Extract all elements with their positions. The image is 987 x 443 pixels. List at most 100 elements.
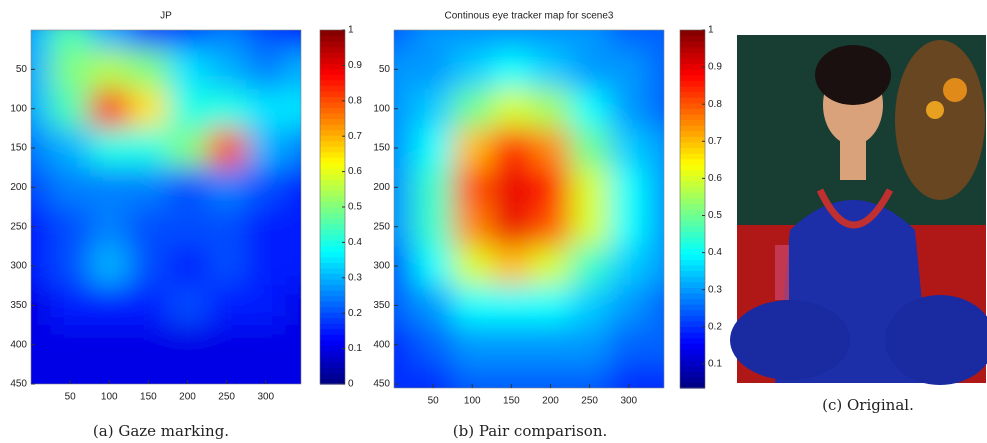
y-tick-label: 100 — [373, 103, 390, 114]
colorbar-band — [320, 323, 345, 330]
heatmap-cell — [246, 246, 287, 287]
heatmap-cell — [491, 285, 532, 327]
heatmap-cells — [394, 30, 664, 388]
heatmap-cell — [128, 30, 169, 51]
heatmap-cell — [609, 30, 650, 51]
colorbar-band — [320, 295, 345, 302]
heatmap-cell — [570, 167, 611, 209]
colorbar-band — [320, 135, 345, 142]
heatmap-cell — [89, 285, 130, 326]
heatmap-cell — [452, 285, 493, 327]
heatmap-cell — [285, 30, 301, 51]
colorbar-band — [680, 231, 705, 238]
heatmap-cell — [207, 89, 248, 130]
heatmap-cell — [609, 285, 650, 327]
heatmap-cell — [207, 207, 248, 248]
colorbar-band — [680, 292, 705, 300]
colorbar-band — [320, 129, 345, 136]
colorbar-band — [320, 96, 345, 103]
colorbar-band — [320, 162, 345, 169]
colorbar-band — [320, 334, 345, 341]
heatmap-cell — [648, 167, 664, 209]
colorbar-band — [680, 113, 705, 121]
heatmap-cell — [50, 364, 91, 384]
colorbar-band — [680, 348, 705, 356]
colorbar-band — [680, 147, 705, 154]
colorbar-tick-label: 0.3 — [348, 272, 362, 283]
heatmap-cell — [167, 30, 209, 51]
heatmap-cell — [609, 128, 650, 169]
colorbar-band — [320, 345, 345, 352]
heatmap-cell — [530, 30, 572, 51]
colorbar-band — [320, 101, 345, 109]
colorbar-band — [320, 35, 345, 42]
colorbar-band — [320, 262, 345, 269]
colorbar-band — [320, 245, 345, 252]
colorbar-tick-label: 0.6 — [348, 166, 362, 177]
heatmap-cell — [128, 364, 169, 384]
heatmap-cell — [491, 207, 532, 248]
colorbar-band — [680, 46, 705, 53]
heatmap — [31, 30, 301, 384]
colorbar-band — [680, 320, 705, 328]
heatmap-cell — [452, 89, 493, 130]
colorbar-band — [320, 284, 345, 291]
colorbar-band — [680, 354, 705, 361]
colorbar-band — [320, 79, 345, 86]
colorbar-band — [680, 360, 705, 367]
heatmap-cell — [648, 325, 664, 366]
colorbar-band — [680, 315, 705, 322]
heatmap-cell — [609, 167, 650, 209]
heatmap-cell — [413, 89, 454, 130]
colorbar-band — [680, 326, 705, 333]
heatmap-cell — [285, 364, 301, 384]
colorbar-band — [320, 367, 345, 374]
y-tick-label: 250 — [10, 221, 27, 232]
colorbar-band — [320, 90, 345, 97]
heatmap-cell — [609, 325, 650, 366]
heatmap-cell — [31, 128, 52, 169]
colorbar-tick-label: 0.5 — [348, 202, 362, 213]
colorbar-tick-label: 1 — [348, 25, 354, 36]
colorbar-band — [320, 57, 345, 64]
heatmap-cell — [413, 30, 454, 51]
photo — [730, 35, 987, 385]
heatmap-cell — [207, 325, 248, 366]
heatmap-cell — [50, 49, 91, 90]
heatmap-cell — [413, 128, 454, 169]
x-tick-label: 200 — [542, 396, 559, 407]
x-tick-label: 250 — [218, 392, 235, 403]
heatmap-cell — [128, 325, 169, 366]
x-tick-label: 250 — [581, 396, 598, 407]
colorbar-tick-label: 0.9 — [348, 60, 362, 71]
colorbar-band — [320, 146, 345, 153]
heatmap-cell — [491, 89, 532, 130]
heatmap-cell — [167, 207, 209, 248]
heatmap-cell — [207, 364, 248, 384]
colorbar-band — [320, 195, 345, 203]
heatmap-cell — [452, 30, 493, 51]
heatmap-cell — [167, 167, 209, 208]
heatmap-cell — [128, 207, 169, 248]
x-tick-label: 300 — [257, 392, 274, 403]
colorbar-band — [680, 30, 705, 37]
heatmap-cell — [394, 89, 415, 130]
heatmap-cell — [609, 246, 650, 287]
heatmap-cell — [89, 30, 130, 51]
y-tick-label: 200 — [373, 182, 390, 193]
heatmap-cell — [50, 325, 91, 366]
heatmap-cell — [31, 89, 52, 130]
heatmap-cell — [452, 325, 493, 366]
colorbar-band — [320, 223, 345, 230]
y-tick-label: 300 — [373, 261, 390, 272]
heatmap-cell — [452, 49, 493, 91]
heatmap-cell — [491, 246, 532, 287]
heatmap-cell — [648, 246, 664, 287]
colorbar-band — [680, 108, 705, 115]
heatmap-cell — [394, 285, 415, 327]
colorbar-band — [680, 270, 705, 277]
colorbar-band — [320, 140, 345, 147]
heatmap-cell — [285, 89, 301, 130]
heatmap-cell — [207, 128, 248, 169]
colorbar-band — [320, 157, 345, 164]
